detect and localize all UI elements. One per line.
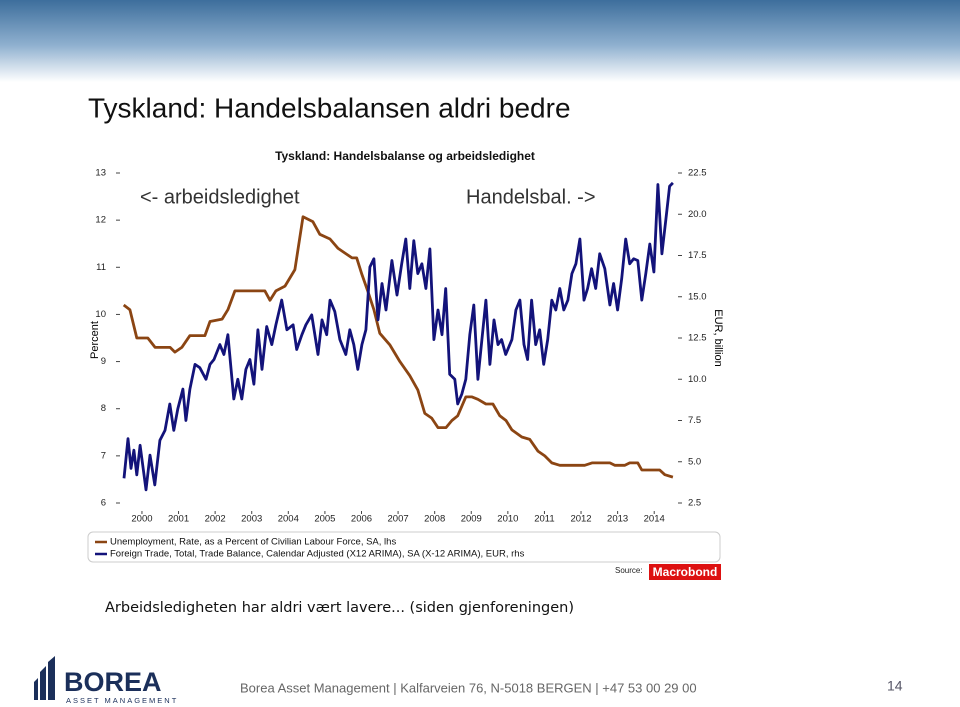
logo: BOREA ASSET MANAGEMENT (34, 656, 178, 705)
y-tick-label: 9 (101, 356, 106, 367)
y2-tick-label: 2.5 (688, 498, 701, 509)
x-tick-label: 2012 (570, 514, 591, 525)
x-tick-label: 2000 (131, 514, 152, 525)
y2-tick-label: 20.0 (688, 209, 707, 220)
x-tick-label: 2003 (241, 514, 262, 525)
y-tick-label: 6 (101, 498, 106, 509)
x-tick-label: 2014 (644, 514, 665, 525)
chart-title: Tyskland: Handelsbalanse og arbeidsledig… (275, 149, 535, 163)
banner (0, 0, 960, 82)
series-line (122, 181, 674, 492)
source: Macrobond (653, 565, 718, 579)
x-tick-label: 2007 (388, 514, 409, 525)
y2-tick-label: 12.5 (688, 333, 707, 344)
series-line (122, 215, 674, 479)
page-number: 14 (887, 678, 903, 694)
y2-tick-label: 5.0 (688, 456, 701, 467)
annotation: <- arbeidsledighet (140, 186, 300, 208)
x-tick-label: 2004 (278, 514, 299, 525)
y-tick-label: 13 (95, 168, 106, 179)
x-tick-label: 2006 (351, 514, 372, 525)
y-tick-label: 12 (95, 215, 106, 226)
x-tick-label: 2005 (314, 514, 335, 525)
x-tick-label: 2008 (424, 514, 445, 525)
logo-name: BOREA (64, 667, 162, 697)
y2-tick-label: 22.5 (688, 168, 707, 179)
y2-tick-label: 15.0 (688, 291, 707, 302)
x-tick-label: 2010 (497, 514, 518, 525)
logo-tagline: ASSET MANAGEMENT (66, 696, 178, 705)
legend-label: Foreign Trade, Total, Trade Balance, Cal… (110, 549, 525, 560)
x-tick-label: 2013 (607, 514, 628, 525)
legend-box (87, 531, 721, 563)
slide-title: Tyskland: Handelsbalansen aldri bedre (88, 92, 571, 123)
source-badge (649, 564, 721, 580)
x-tick-label: 2011 (534, 514, 554, 525)
source-label: Source: (615, 566, 643, 575)
x-tick-label: 2002 (205, 514, 226, 525)
annotation: Handelsbal. -> (466, 186, 596, 208)
logo-mark (34, 656, 55, 700)
y-axis-label: Percent (89, 321, 101, 359)
legend-label: Unemployment, Rate, as a Percent of Civi… (110, 537, 396, 548)
y2-axis-label: EUR, billion (712, 309, 724, 366)
y2-tick-label: 17.5 (688, 250, 707, 261)
y2-tick-label: 10.0 (688, 374, 707, 385)
y-tick-label: 10 (95, 309, 106, 320)
slide-note: Arbeidsledigheten har aldri vært lavere.… (105, 600, 574, 616)
x-tick-label: 2001 (168, 514, 189, 525)
y-tick-label: 7 (101, 450, 106, 461)
footer: Borea Asset Management | Kalfarveien 76,… (240, 680, 697, 695)
y-tick-label: 11 (96, 262, 106, 273)
x-tick-label: 2009 (461, 514, 482, 525)
y-tick-label: 8 (101, 403, 106, 414)
y2-tick-label: 7.5 (688, 415, 701, 426)
